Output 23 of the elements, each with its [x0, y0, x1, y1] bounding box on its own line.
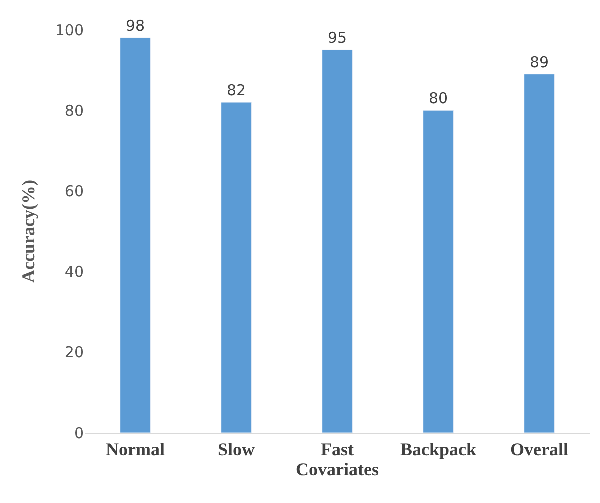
x-tick-label: Backpack: [400, 440, 477, 460]
x-axis-title: Covariates: [296, 460, 379, 480]
x-tick-label: Slow: [218, 440, 256, 460]
data-label: 95: [328, 29, 348, 48]
x-tick-label: Fast: [321, 440, 354, 460]
y-tick-label: 80: [64, 102, 84, 120]
y-tick-label: 100: [55, 21, 84, 40]
bar: [423, 110, 454, 433]
y-tick-label: 60: [64, 182, 84, 200]
bar: [322, 50, 353, 433]
data-label: 80: [428, 90, 448, 108]
bar: [120, 38, 151, 433]
x-tick-label: Normal: [106, 440, 165, 460]
y-tick-label: 20: [64, 344, 84, 362]
bar: [221, 102, 252, 433]
y-tick-label: 40: [64, 263, 84, 282]
data-label: 89: [530, 53, 550, 72]
data-label: 82: [226, 82, 246, 100]
y-axis-title: Accuracy(%): [18, 180, 39, 283]
bar: [524, 74, 555, 433]
data-label: 98: [126, 17, 146, 36]
y-tick-label: 0: [74, 424, 84, 442]
x-tick-label: Overall: [510, 440, 568, 460]
